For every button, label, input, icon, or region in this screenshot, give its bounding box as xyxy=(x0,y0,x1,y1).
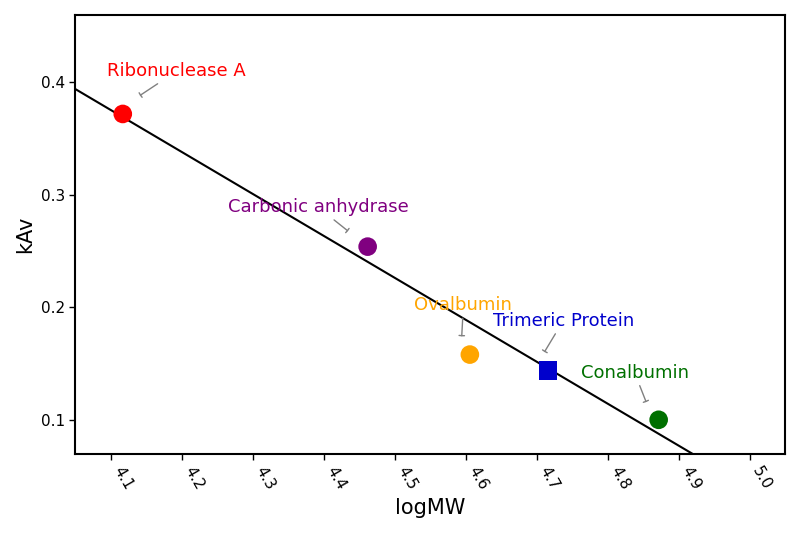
Point xyxy=(116,110,129,118)
Text: Carbonic anhydrase: Carbonic anhydrase xyxy=(228,198,409,232)
Point xyxy=(542,366,554,375)
Point xyxy=(463,350,476,359)
Text: Ovalbumin: Ovalbumin xyxy=(414,296,512,336)
Y-axis label: kAv: kAv xyxy=(15,215,35,253)
Text: Ribonuclease A: Ribonuclease A xyxy=(107,62,246,98)
Text: Conalbumin: Conalbumin xyxy=(581,364,689,402)
Point xyxy=(652,416,665,424)
X-axis label: logMW: logMW xyxy=(395,498,466,518)
Point xyxy=(362,243,374,251)
Text: Trimeric Protein: Trimeric Protein xyxy=(493,312,634,353)
